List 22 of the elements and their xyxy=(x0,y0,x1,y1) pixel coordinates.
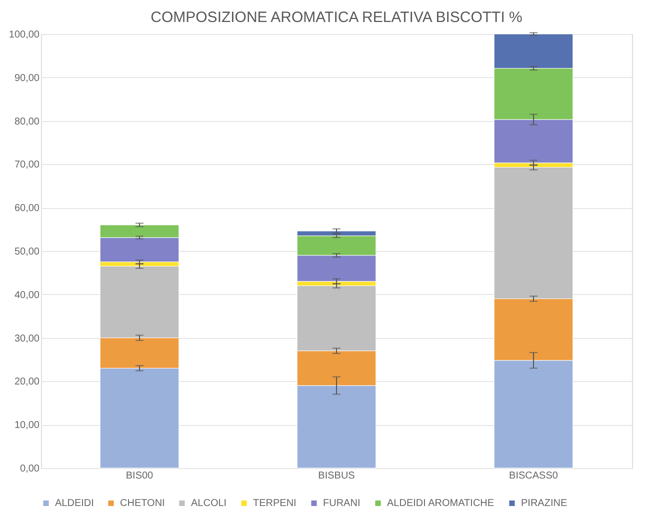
y-tick-label: 20,00 xyxy=(14,376,40,388)
legend-label: ALDEIDI AROMATICHE xyxy=(387,498,494,510)
y-tick-label: 0,00 xyxy=(20,464,40,474)
y-tick-label: 60,00 xyxy=(14,203,40,214)
y-tick-label: 90,00 xyxy=(14,72,40,84)
chart-title: COMPOSIZIONE AROMATICA RELATIVA BISCOTTI % xyxy=(150,9,522,26)
y-tick-label: 50,00 xyxy=(14,246,40,258)
x-tick-label: BISCASS0 xyxy=(509,470,558,482)
y-tick-label: 100,00 xyxy=(8,30,40,40)
y-tick-label: 10,00 xyxy=(14,420,40,432)
legend-label: ALDEIDI xyxy=(55,498,94,510)
legend-label: ALCOLI xyxy=(191,498,227,510)
legend-label: PIRAZINE xyxy=(521,498,568,510)
y-tick-label: 80,00 xyxy=(14,116,40,128)
y-tick-label: 70,00 xyxy=(14,160,40,171)
y-tick-label: 40,00 xyxy=(14,290,40,301)
legend-label: FURANI xyxy=(323,498,360,510)
y-tick-label: 30,00 xyxy=(14,333,40,344)
x-tick-label: BIS00 xyxy=(126,470,154,482)
legend-label: TERPENI xyxy=(253,498,296,510)
legend-label: CHETONI xyxy=(120,498,165,510)
x-tick-label: BISBUS xyxy=(318,470,356,482)
